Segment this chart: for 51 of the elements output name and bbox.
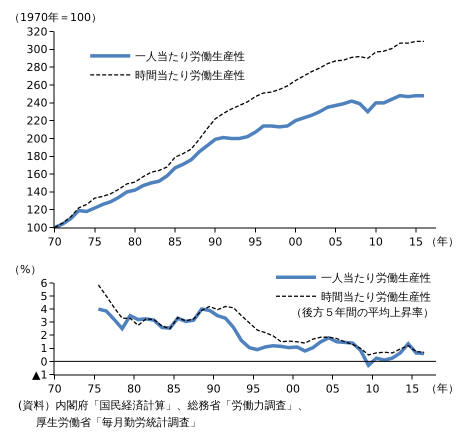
- legend-label: 一人当たり労働生産性: [135, 50, 246, 64]
- text: 厚生労働省「毎月勤労統計調査」: [36, 416, 201, 429]
- legend-label: 時間当たり労働生産性: [135, 69, 246, 82]
- x-tick-label: 00: [286, 382, 300, 396]
- text: (資料）内閣府「国民経済計算」、総務省「労働力調査」、: [18, 399, 308, 412]
- x-tick-label: 80: [127, 382, 142, 396]
- y-tick-label: ▲1: [32, 368, 48, 382]
- y-tick-label: 220: [26, 114, 48, 128]
- annotation: （後方５年間の平均上昇率）: [291, 306, 434, 319]
- x-tick-label: 00: [288, 236, 303, 249]
- y-tick-label: 280: [26, 61, 48, 74]
- y-tick-label: 2: [40, 329, 48, 342]
- x-tick-label: 70: [48, 236, 62, 249]
- x-tick-label: 85: [166, 382, 181, 396]
- y-tick-label: 180: [26, 150, 48, 164]
- y-tick-label: 4: [40, 302, 48, 316]
- y-tick-label: 120: [26, 204, 48, 217]
- x-tick-label: 95: [248, 236, 262, 249]
- x-tick-label: 75: [87, 382, 102, 396]
- legend-label: 一人当たり労働生産性: [321, 272, 432, 285]
- y-tick-label: 1: [40, 342, 48, 356]
- y-axis-title: （%）: [9, 263, 42, 276]
- y-tick-label: 300: [26, 43, 48, 56]
- x-tick-label: 10: [368, 236, 383, 249]
- x-tick-label: 90: [206, 382, 221, 396]
- x-tick-label: 70: [48, 382, 62, 396]
- x-tick-label: 75: [88, 236, 102, 249]
- x-tick-label: 15: [408, 236, 423, 249]
- y-tick-label: 200: [26, 132, 48, 146]
- x-tick-label: 10: [365, 382, 380, 396]
- y-tick-label: 160: [26, 168, 48, 181]
- y-axis-title: （1970年＝100）: [9, 11, 102, 24]
- y-tick-label: 320: [26, 25, 48, 38]
- y-tick-label: 260: [26, 78, 48, 92]
- x-tick-label: 15: [405, 382, 420, 396]
- x-tick-label: 90: [208, 236, 222, 249]
- y-tick-label: 100: [26, 221, 48, 234]
- y-tick-label: 6: [40, 276, 48, 290]
- y-tick-label: 3: [40, 316, 48, 329]
- x-tick-label: 95: [246, 382, 260, 396]
- y-tick-label: 240: [26, 96, 48, 110]
- y-tick-label: 0: [40, 355, 48, 368]
- y-tick-label: 5: [40, 290, 48, 303]
- x-axis-title: （年）: [426, 382, 459, 395]
- y-tick-label: 140: [26, 186, 48, 199]
- x-tick-label: 05: [328, 236, 343, 249]
- x-tick-label: 85: [168, 236, 182, 249]
- legend-label: 時間当たり労働生産性: [321, 290, 432, 304]
- x-axis-title: （年）: [426, 235, 459, 248]
- x-tick-label: 80: [128, 236, 142, 249]
- x-tick-label: 05: [326, 382, 340, 396]
